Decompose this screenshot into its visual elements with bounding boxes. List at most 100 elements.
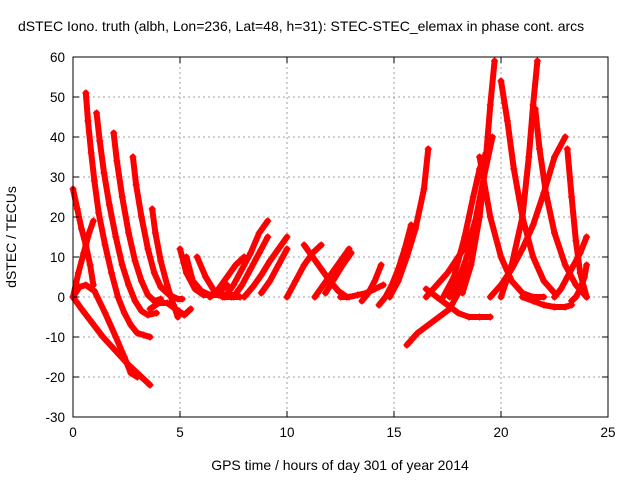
- data-point: [176, 245, 184, 253]
- y-tick-label: -10: [45, 330, 65, 345]
- data-point: [283, 293, 291, 301]
- data-point: [144, 311, 152, 319]
- data-point: [510, 165, 518, 173]
- data-point: [533, 57, 541, 65]
- data-point: [264, 233, 272, 241]
- data-point: [137, 307, 145, 315]
- series-arc15: [221, 217, 272, 301]
- data-point: [144, 291, 152, 299]
- data-point: [317, 241, 325, 249]
- data-point: [570, 261, 578, 269]
- series-arc33: [476, 153, 548, 301]
- data-point: [255, 229, 263, 237]
- data-point: [118, 193, 126, 201]
- data-point: [309, 249, 317, 257]
- series-arc24: [358, 261, 385, 305]
- series-line: [358, 262, 385, 304]
- data-point: [112, 347, 120, 355]
- data-point: [497, 293, 505, 301]
- data-point: [529, 253, 537, 261]
- data-point: [330, 275, 338, 283]
- data-point: [322, 289, 330, 297]
- data-point: [334, 287, 342, 295]
- data-point: [551, 229, 558, 237]
- data-point: [394, 277, 402, 285]
- data-point: [274, 261, 282, 269]
- series-arc36: [531, 105, 591, 301]
- data-point: [551, 153, 558, 161]
- data-point: [476, 313, 484, 321]
- series-line: [241, 234, 290, 300]
- series-line: [322, 250, 355, 296]
- data-point: [100, 169, 108, 177]
- data-point: [411, 225, 419, 233]
- data-point: [467, 261, 475, 269]
- data-point: [583, 293, 591, 301]
- data-point: [444, 301, 451, 309]
- series-arc3: [69, 185, 97, 289]
- series-arc21: [311, 245, 353, 301]
- data-point: [300, 241, 308, 249]
- data-point: [148, 205, 156, 213]
- data-point: [454, 277, 462, 285]
- y-tick-label: 50: [50, 90, 65, 105]
- data-point: [454, 309, 462, 317]
- data-point: [131, 297, 139, 305]
- data-point: [95, 209, 103, 217]
- data-point: [93, 109, 101, 117]
- data-point: [311, 293, 319, 301]
- data-point: [232, 261, 240, 269]
- data-point: [283, 233, 291, 241]
- data-point: [572, 237, 580, 245]
- data-point: [247, 249, 255, 257]
- data-point: [345, 293, 353, 301]
- data-point: [580, 273, 588, 281]
- data-point: [113, 157, 121, 165]
- data-point: [152, 309, 160, 317]
- y-tick-label: 0: [57, 290, 65, 305]
- data-point: [557, 285, 565, 293]
- data-point: [529, 297, 537, 305]
- series-line: [221, 218, 271, 300]
- series-line: [70, 294, 154, 388]
- data-point: [536, 145, 544, 153]
- x-tick-label: 20: [493, 425, 508, 440]
- data-point: [482, 153, 490, 161]
- data-point: [540, 189, 548, 197]
- data-point: [292, 277, 300, 285]
- data-point: [215, 285, 223, 293]
- data-point: [187, 305, 195, 313]
- series-arc6: [93, 109, 160, 319]
- data-point: [486, 293, 494, 301]
- data-point: [433, 281, 441, 289]
- data-point: [127, 321, 135, 329]
- data-point: [82, 281, 90, 289]
- data-point: [163, 299, 171, 307]
- data-point: [101, 241, 109, 249]
- data-point: [189, 277, 197, 285]
- chart-title: dSTEC Iono. truth (albh, Lon=236, Lat=48…: [18, 18, 584, 34]
- data-point: [247, 265, 255, 273]
- series-line: [147, 300, 194, 318]
- data-point: [118, 261, 126, 269]
- data-point: [255, 249, 263, 257]
- data-point: [497, 253, 505, 261]
- data-point: [420, 185, 428, 193]
- data-point: [540, 301, 548, 309]
- data-point: [86, 261, 94, 269]
- data-point: [257, 271, 265, 279]
- data-point: [137, 373, 145, 381]
- data-point: [266, 257, 274, 265]
- data-point: [568, 193, 576, 201]
- series-arc18: [257, 245, 291, 297]
- series-arc2: [69, 293, 154, 389]
- data-point: [561, 303, 569, 311]
- data-point: [572, 293, 580, 301]
- data-point: [105, 201, 113, 209]
- data-point: [469, 193, 477, 201]
- data-point: [491, 57, 499, 65]
- x-tick-label: 0: [69, 425, 77, 440]
- data-point: [221, 293, 229, 301]
- data-point: [529, 221, 537, 229]
